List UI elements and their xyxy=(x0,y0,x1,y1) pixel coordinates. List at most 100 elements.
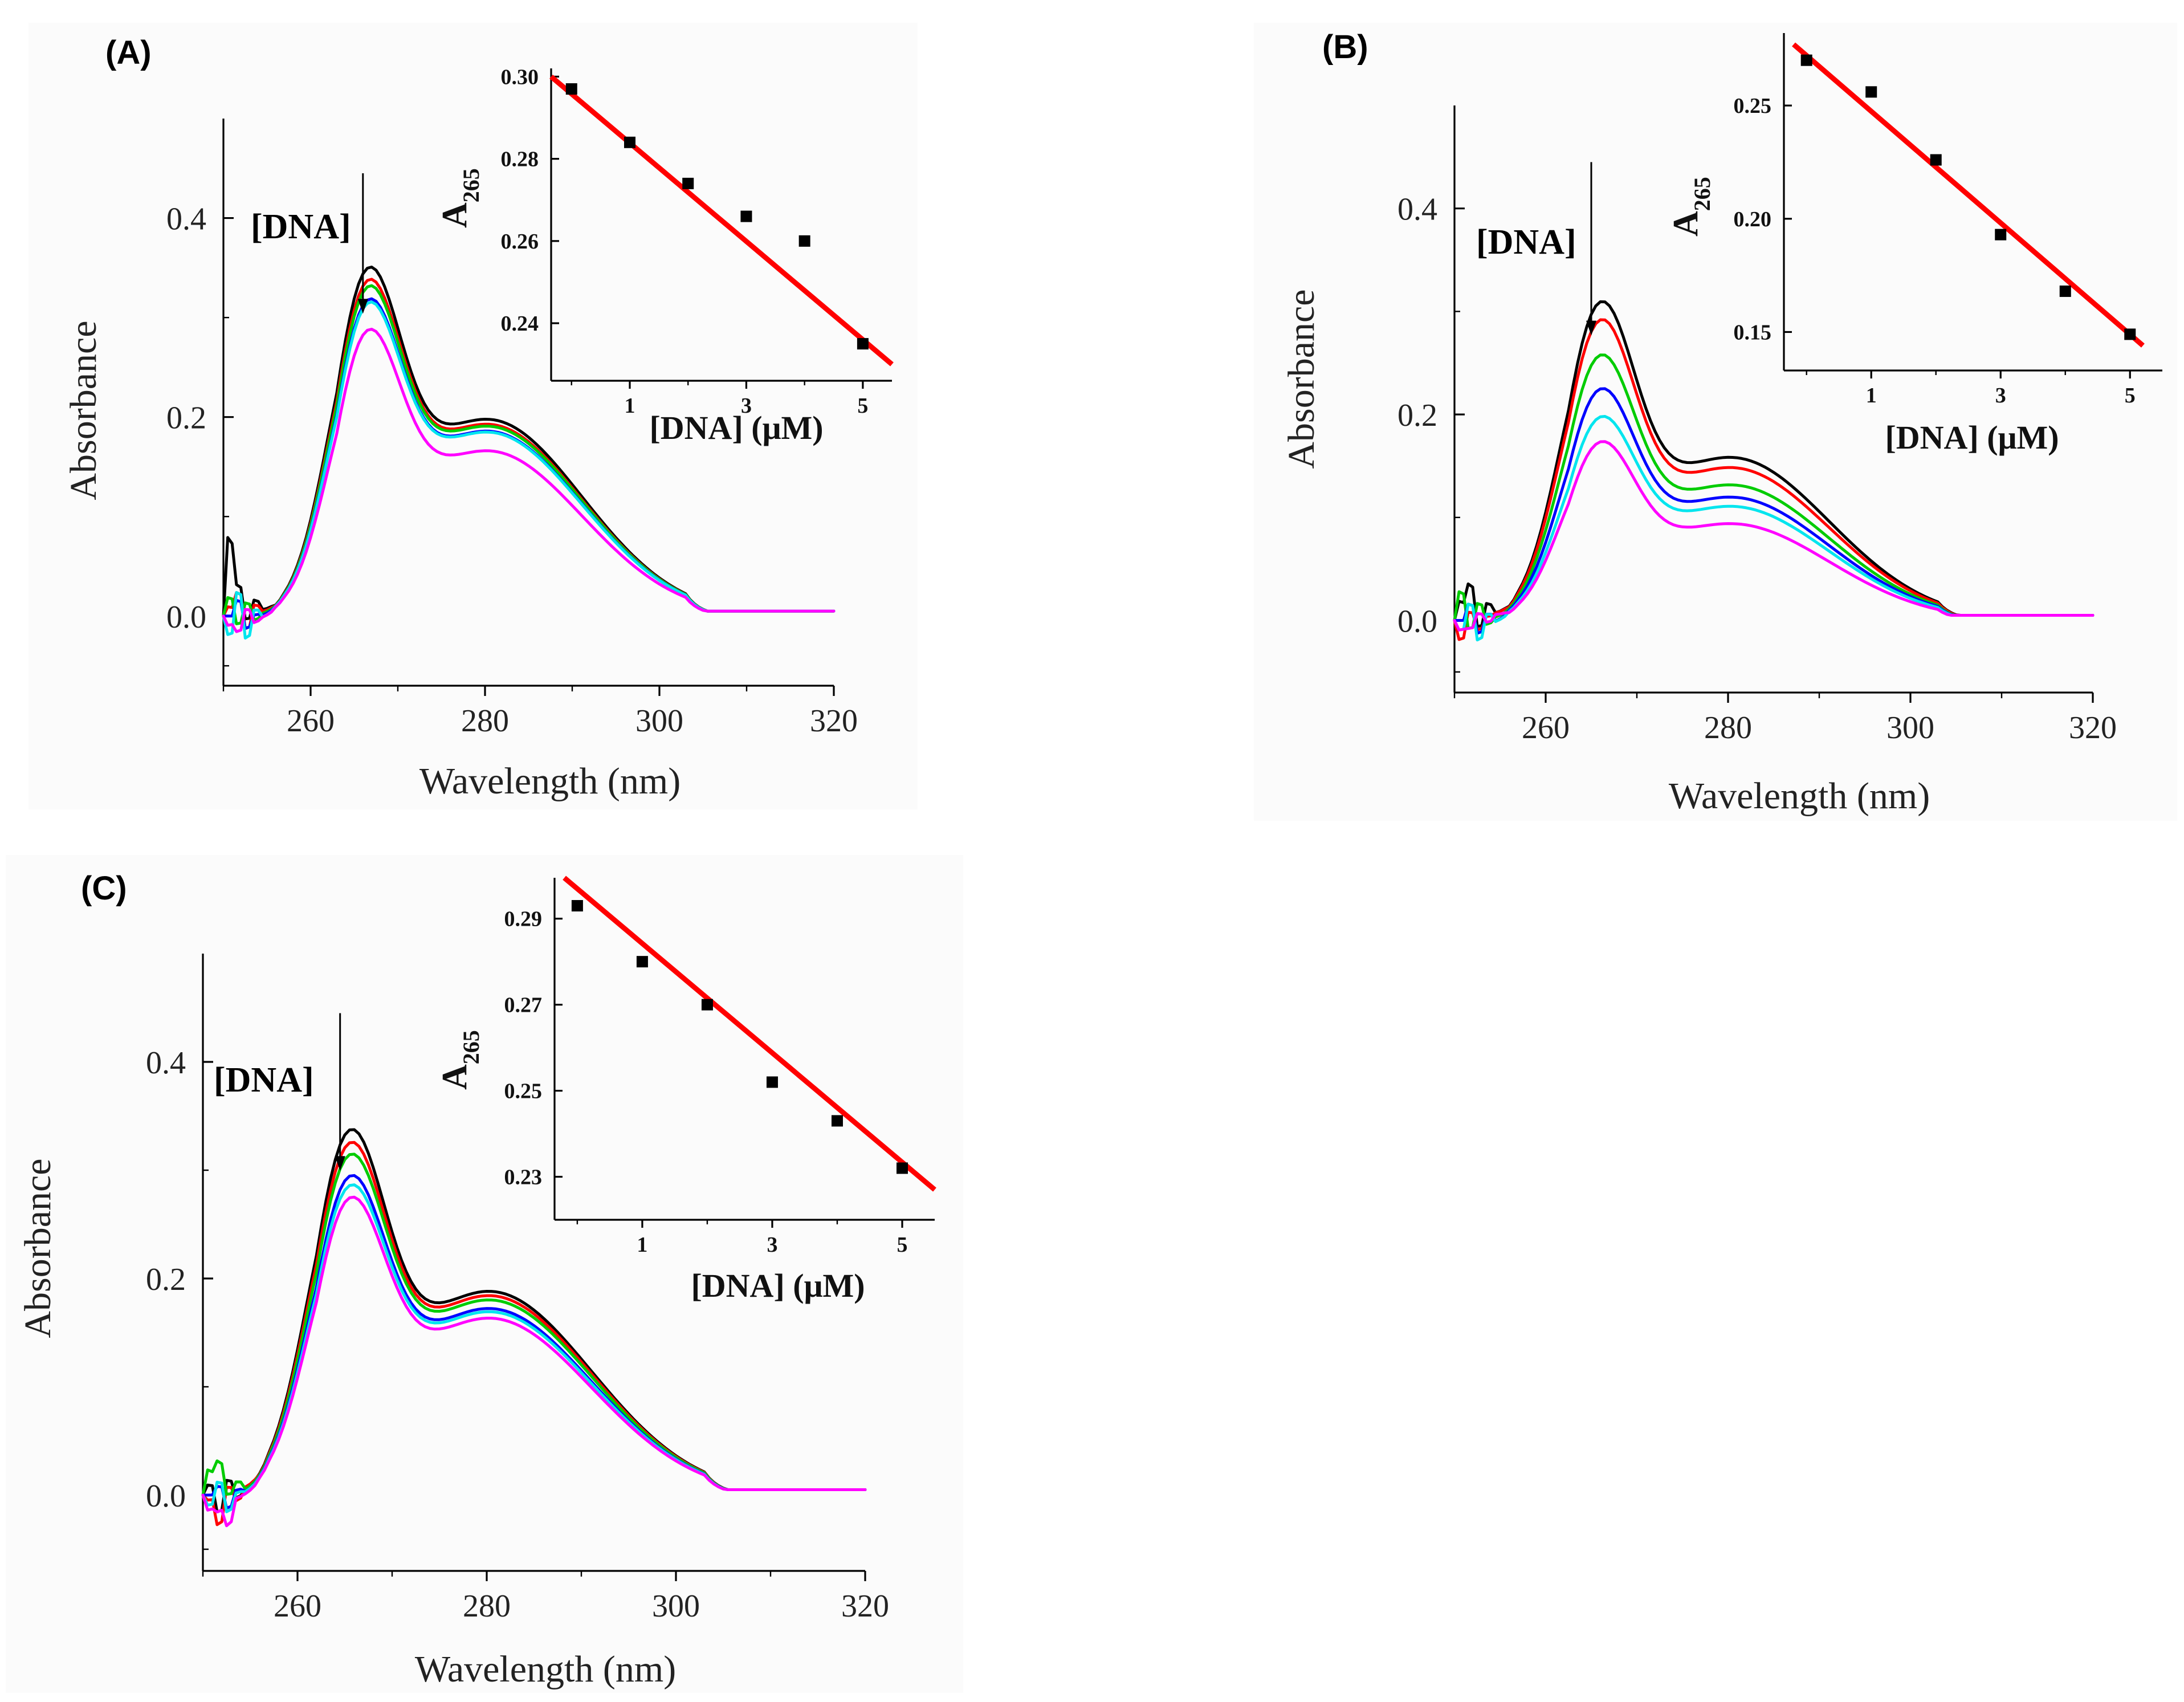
panel-c-y-tick-label: 0.2 xyxy=(146,1262,186,1297)
panel-c-x-tick-label: 300 xyxy=(652,1589,700,1624)
panel-a-y-tick-label: 0.0 xyxy=(166,600,206,635)
panel-c-x-tick-label: 280 xyxy=(463,1589,511,1624)
panel-b-inset-x-tick-label: 3 xyxy=(1995,384,2006,408)
panel-c-background xyxy=(6,855,963,1693)
panel-b-background xyxy=(1254,23,2177,821)
panel-b-dna-arrow xyxy=(1586,162,1596,336)
panel-a-label: (A) xyxy=(105,34,152,71)
panel-c-inset-point xyxy=(701,999,713,1011)
panel-b-inset-point xyxy=(2124,328,2136,340)
panel-a-inset-y-tick-label: 0.28 xyxy=(501,148,539,172)
panel-b-y-tick-label: 0.4 xyxy=(1397,192,1437,227)
panel-a-y-axis-title: Absorbance xyxy=(63,320,104,500)
panel-c-y-tick-label: 0.0 xyxy=(146,1479,186,1514)
panel-a-inset-y-tick-label: 0.30 xyxy=(501,65,539,89)
panel-a-x-axis-title: Wavelength (nm) xyxy=(419,760,681,802)
panel-c-inset-point xyxy=(571,900,583,912)
panel-c-dna-annotation: [DNA] xyxy=(214,1061,314,1100)
panel-a-inset-point xyxy=(565,83,577,95)
panel-a-inset-x-tick-label: 3 xyxy=(741,394,752,418)
panel-c-inset-point xyxy=(636,956,648,968)
panel-b-inset-y-title: A265 xyxy=(1666,177,1715,237)
panel-a-inset-plot: 1 3 5 0.24 0.26 0.28 0.30 xyxy=(501,65,894,418)
panel-a-inset-fit-line xyxy=(549,74,894,367)
panel-b-inset-x-tick-label: 1 xyxy=(1866,384,1877,408)
panel-b-y-axis-title: Absorbance xyxy=(1281,289,1322,469)
panel-b-x-tick-label: 280 xyxy=(1704,710,1752,746)
panel-a-x-tick-label: 260 xyxy=(287,703,335,739)
panel-c-inset-y-tick-label: 0.27 xyxy=(504,993,543,1017)
panel-a-x-tick-label: 320 xyxy=(810,703,858,739)
panel-a-x-tick-label: 280 xyxy=(461,703,509,739)
panel-b-y-tick-label: 0.2 xyxy=(1397,398,1437,433)
panel-c-x-tick-label: 320 xyxy=(841,1589,889,1624)
panel-a-inset-y-title: A265 xyxy=(435,168,484,228)
panel-b-arrow-head xyxy=(1586,320,1596,336)
panel-a-inset-point xyxy=(740,210,752,222)
panel-a-inset-x-tick-label: 1 xyxy=(625,394,635,418)
panel-a-x-tick-label: 300 xyxy=(635,703,683,739)
panel-a-inset-y-tick-label: 0.26 xyxy=(501,230,539,254)
panel-a-inset-point xyxy=(857,338,869,350)
panel-b-x-tick-label: 320 xyxy=(2069,710,2117,746)
panel-c-inset-y-title: A265 xyxy=(435,1030,484,1090)
panel-c-arrow-head xyxy=(335,1156,345,1171)
panel-b-inset-point xyxy=(1865,86,1877,98)
panel-c-inset-y-tick-label: 0.23 xyxy=(504,1166,543,1190)
panel-a: (A) 260 280 300 320 0.0 0.2 0.4 [DNA] Waveleng… xyxy=(28,23,918,809)
panel-b-label: (B) xyxy=(1322,28,1368,66)
panel-c-inset-x-tick-label: 5 xyxy=(897,1233,907,1257)
panel-b-inset-x-title: [DNA] (μM) xyxy=(1885,419,2059,456)
panel-b-main-plot: 260 280 300 320 0.0 0.2 0.4 xyxy=(1397,105,2117,746)
panel-b-inset-y-tick-label: 0.15 xyxy=(1734,320,1772,344)
panel-a-dna-arrow xyxy=(357,173,368,314)
panel-a-inset-point xyxy=(798,235,810,247)
panel-c-inset-y-tick-label: 0.29 xyxy=(504,907,543,931)
panel-c-x-tick-label: 260 xyxy=(274,1589,321,1624)
panel-c-spectrum-6 xyxy=(201,1195,867,1528)
panel-b-inset-x-tick-label: 5 xyxy=(2125,384,2136,408)
panel-a-inset-y-tick-label: 0.24 xyxy=(501,312,539,336)
panel-c-y-tick-label: 0.4 xyxy=(146,1045,186,1081)
panel-b: (B) 260 280 300 320 0.0 0.2 0.4 [DNA] Waveleng… xyxy=(1254,23,2177,821)
panel-a-inset-x-tick-label: 5 xyxy=(857,394,868,418)
panel-b-spectrum-6 xyxy=(1453,440,2095,632)
panel-a-main-plot: 260 280 300 320 0.0 0.2 0.4 xyxy=(166,119,858,739)
panel-b-inset-point xyxy=(1995,229,2007,241)
panel-a-y-tick-label: 0.2 xyxy=(166,401,206,436)
panel-c-inset-x-title: [DNA] (μM) xyxy=(691,1267,865,1304)
panel-a-y-tick-label: 0.4 xyxy=(166,202,206,237)
panel-b-x-tick-label: 260 xyxy=(1522,710,1570,746)
panel-c-main-plot: 260 280 300 320 0.0 0.2 0.4 xyxy=(146,954,889,1624)
panel-a-inset-x-title: [DNA] (μM) xyxy=(649,409,823,446)
panel-c-inset-x-tick-label: 1 xyxy=(637,1233,647,1257)
panel-a-arrow-head xyxy=(357,299,368,314)
panel-b-inset-fit-line xyxy=(1792,42,2145,348)
panel-b-inset-point xyxy=(1800,54,1812,66)
panel-b-inset-y-tick-label: 0.25 xyxy=(1734,94,1772,118)
panel-a-inset-point xyxy=(682,177,694,189)
panel-c-inset-point xyxy=(766,1076,778,1088)
panel-b-x-axis-title: Wavelength (nm) xyxy=(1669,775,1930,817)
panel-c-dna-arrow xyxy=(335,1013,345,1171)
panel-a-dna-annotation: [DNA] xyxy=(251,207,351,246)
panel-b-dna-annotation: [DNA] xyxy=(1476,223,1576,262)
panel-c-y-axis-title: Absorbance xyxy=(17,1158,59,1338)
panel-b-y-tick-label: 0.0 xyxy=(1397,604,1437,640)
panel-c-inset-point xyxy=(896,1162,908,1174)
panel-b-inset-y-tick-label: 0.20 xyxy=(1734,207,1772,231)
panel-c-inset-fit-line xyxy=(563,876,936,1192)
panel-c-x-axis-title: Wavelength (nm) xyxy=(415,1648,676,1690)
panel-b-inset-plot: 1 3 5 0.15 0.20 0.25 xyxy=(1734,33,2162,408)
panel-c-inset-y-tick-label: 0.25 xyxy=(504,1080,543,1104)
panel-b-inset-point xyxy=(2059,285,2071,297)
panel-c-inset-x-tick-label: 3 xyxy=(767,1233,777,1257)
panel-c-label: (C) xyxy=(81,870,127,907)
panel-a-inset-point xyxy=(624,136,635,148)
panel-c-inset-plot: 1 3 5 0.23 0.25 0.27 0.29 xyxy=(504,876,936,1257)
panel-b-x-tick-label: 300 xyxy=(1886,710,1934,746)
panel-a-background xyxy=(28,23,918,809)
panel-c: (C) 260 280 300 320 0.0 0.2 0.4 [DNA] Waveleng… xyxy=(6,855,963,1693)
panel-b-inset-point xyxy=(1930,154,1942,166)
